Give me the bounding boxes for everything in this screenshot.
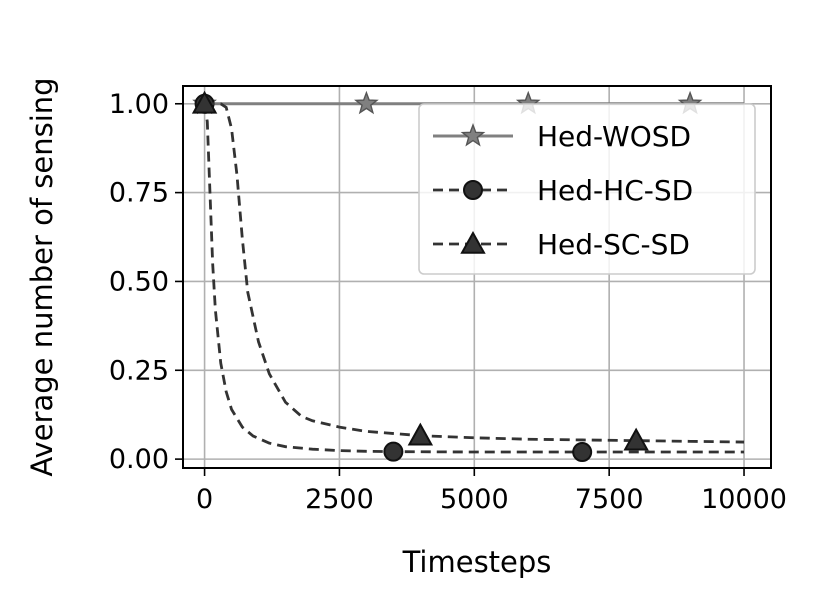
legend-item: Hed-SC-SD xyxy=(433,228,690,261)
y-tick-label: 0.75 xyxy=(109,178,169,209)
data-point xyxy=(354,90,379,115)
series-line xyxy=(204,102,745,444)
y-tick-label: 0.00 xyxy=(109,444,169,475)
legend-box xyxy=(418,103,756,275)
y-tick-label: 0.25 xyxy=(109,355,169,386)
x-tick-label: 0 xyxy=(196,484,213,515)
legend-item: Hed-WOSD xyxy=(433,120,691,153)
y-axis-label: Average number of sensing xyxy=(25,77,59,476)
plot-frame xyxy=(182,85,772,469)
legend-marker xyxy=(460,122,486,147)
x-tick-label: 5000 xyxy=(440,484,509,515)
x-tick-label: 10000 xyxy=(701,484,787,515)
data-point xyxy=(572,442,593,463)
y-tick-label: 1.00 xyxy=(109,89,169,120)
legend-label: Hed-HC-SD xyxy=(537,174,693,207)
series-layer xyxy=(191,90,745,463)
x-tick-label: 7500 xyxy=(575,484,644,515)
legend-item: Hed-HC-SD xyxy=(433,174,693,207)
series-triangle xyxy=(191,90,745,451)
legend-label: Hed-WOSD xyxy=(537,120,691,153)
data-point xyxy=(191,90,218,114)
axis-ticks: 0 2500 5000 7500 10000 0.00 0.25 0.50 0.75 1.00 xyxy=(109,89,787,515)
y-tick-label: 0.50 xyxy=(109,266,169,297)
legend-marker xyxy=(463,180,483,200)
data-point xyxy=(383,441,404,462)
x-axis-label: Timesteps xyxy=(402,545,552,579)
x-tick-label: 2500 xyxy=(305,484,374,515)
legend-marker xyxy=(460,230,486,254)
data-point xyxy=(407,422,434,446)
legend-label: Hed-SC-SD xyxy=(537,228,690,261)
data-point xyxy=(623,427,649,451)
legend: Hed-WOSD Hed-HC-SD Hed-SC-SD xyxy=(418,103,756,275)
